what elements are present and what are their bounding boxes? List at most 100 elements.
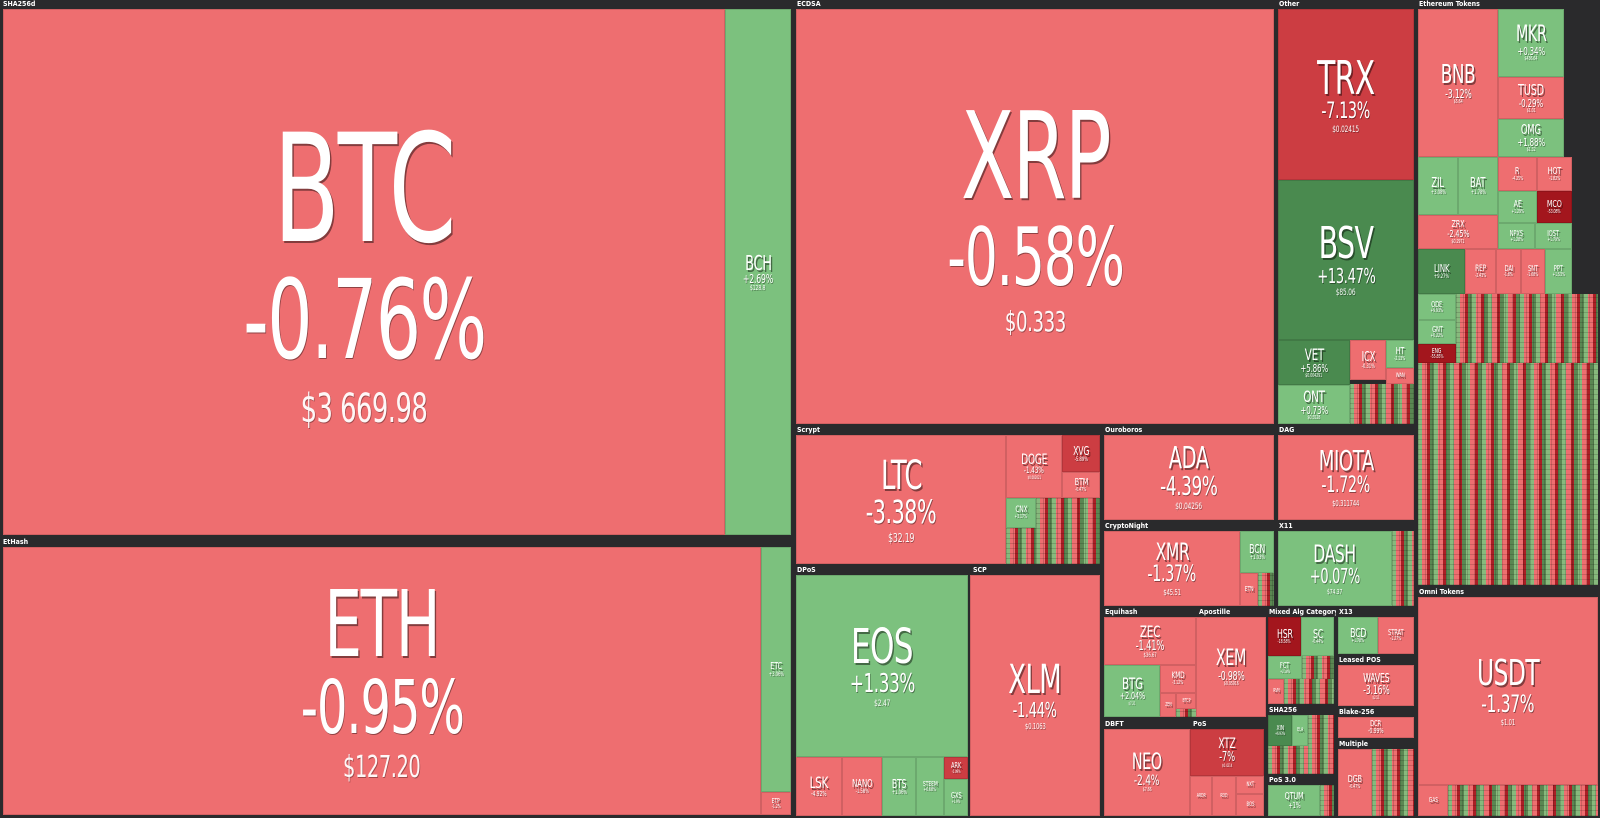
coin-tile-rep[interactable]: REP -2.43% [1465, 249, 1496, 294]
coin-tile-miota[interactable]: MIOTA -1.72% $0.311744 [1278, 435, 1414, 520]
small-coins-cluster[interactable] [1320, 785, 1334, 816]
coin-tile-etp[interactable]: ETP -1.2% [761, 792, 791, 815]
coin-tile-tusd[interactable]: TUSD -0.29% $1.01 [1498, 77, 1564, 119]
coin-tile-eos[interactable]: EOS +1.33% $2.47 [796, 575, 968, 757]
small-coins-cluster[interactable] [1176, 709, 1196, 717]
small-tokens-cluster[interactable] [1418, 363, 1598, 585]
coin-tile-qtum[interactable]: QTUM +1% [1268, 785, 1320, 816]
coin-tile-neo[interactable]: NEO -2.4% $7.66 [1104, 729, 1190, 816]
coin-price: $2.51 [1372, 694, 1380, 700]
coin-tile-doge[interactable]: DOGE -1.43% $0.002021 [1006, 435, 1062, 498]
coin-tile-npxs[interactable]: NPXS +1.28% [1498, 223, 1535, 249]
coin-tile-ela[interactable]: ELA [1292, 715, 1308, 746]
coin-tile-ardr[interactable]: ARDR [1190, 776, 1212, 816]
coin-tile-r[interactable]: R -4.25% [1498, 157, 1537, 191]
coin-tile-bch[interactable]: BCH +2.69% $128.8 [725, 9, 791, 535]
coin-tile-ode[interactable]: ODE +9.93% [1418, 294, 1456, 320]
small-coins-cluster[interactable] [1302, 656, 1334, 679]
coin-tile-zrx[interactable]: ZRX -2.45% $0.2971 [1418, 215, 1498, 249]
coin-tile-xtz[interactable]: XTZ -7% $0.4214 [1190, 729, 1264, 776]
small-tokens-cluster[interactable] [1456, 294, 1598, 363]
coin-tile-bts[interactable]: BTS +1.06% [882, 757, 916, 816]
coin-tile-dai[interactable]: DAI -1.8% [1496, 249, 1521, 294]
coin-tile-nxt[interactable]: NXT [1236, 776, 1264, 794]
small-coins-cluster[interactable] [1350, 384, 1414, 424]
coin-tile-xin[interactable]: XIN +6.93% [1268, 715, 1292, 746]
coin-tile-gxs[interactable]: GXS +1.9% [944, 779, 968, 816]
coin-tile-bcd[interactable]: BCD +1.78% [1338, 617, 1378, 654]
coin-tile-mco[interactable]: MCO -53.08% [1537, 191, 1572, 223]
coin-tile-sc[interactable]: SC -0.44% [1301, 617, 1334, 656]
coin-tile-vet[interactable]: VET +5.86% $0.004291 [1278, 340, 1350, 385]
coin-tile-fct[interactable]: FCT +2.18% [1268, 656, 1302, 679]
coin-tile-trx[interactable]: TRX -7.13% $0.02415 [1278, 9, 1414, 180]
coin-change: +0.68% [923, 786, 937, 793]
coin-tile-rvn[interactable]: RVN [1268, 679, 1284, 704]
coin-tile-xlm[interactable]: XLM -1.44% $0.1063 [970, 575, 1100, 816]
coin-tile-bnb[interactable]: BNB -3.12% $5.64 [1418, 9, 1498, 157]
coin-tile-zen[interactable]: ZEN [1160, 693, 1176, 717]
coin-tile-dash[interactable]: DASH +0.07% $74.37 [1278, 531, 1392, 606]
coin-tile-waves[interactable]: WAVES -3.16% $2.51 [1338, 665, 1414, 706]
coin-tile-wan[interactable]: WAN [1386, 368, 1414, 384]
coin-tile-ark[interactable]: ARK -5.09% [944, 757, 968, 779]
coin-tile-omg[interactable]: OMG +1.88% $1.32 [1498, 119, 1564, 157]
coin-tile-bcn[interactable]: BCN +1.03% [1240, 531, 1274, 573]
coin-tile-xem[interactable]: XEM -0.98% $0.05916 [1196, 617, 1266, 717]
coin-tile-etc[interactable]: ETC +3.06% [761, 547, 791, 792]
small-coins-cluster[interactable] [1006, 528, 1036, 564]
coin-tile-ont[interactable]: ONT +0.73% $0.5528 [1278, 385, 1350, 424]
coin-tile-kmd[interactable]: KMD -3.12% [1160, 665, 1196, 693]
coin-tile-hsr[interactable]: HSR -18.58% [1268, 617, 1301, 656]
coin-tile-zil[interactable]: ZIL +3.08% [1418, 157, 1458, 215]
small-coins-cluster[interactable] [1448, 785, 1598, 816]
coin-tile-xmr[interactable]: XMR -1.37% $45.51 [1104, 531, 1240, 606]
small-coins-cluster[interactable] [1258, 573, 1274, 606]
coin-tile-btg[interactable]: BTG +2.04% $7.21 [1104, 665, 1160, 717]
coin-tile-bos[interactable]: BOS [1236, 794, 1264, 816]
coin-tile-iost[interactable]: IOST +1.79% [1535, 223, 1572, 249]
coin-tile-xvg[interactable]: XVG -5.89% [1062, 435, 1100, 472]
coin-tile-dgb[interactable]: DGB -0.47% [1338, 749, 1372, 816]
coin-change: +1% [1287, 800, 1301, 810]
coin-tile-mkr[interactable]: MKR +0.34% $436.64 [1498, 9, 1564, 77]
coin-tile-cnx[interactable]: CNX +3.17% [1006, 498, 1036, 528]
small-coins-cluster[interactable] [1392, 531, 1414, 606]
coin-tile-icx[interactable]: ICX -0.31% [1350, 340, 1386, 380]
coin-tile-ae[interactable]: AE +1.29% [1498, 191, 1537, 223]
small-coins-cluster[interactable] [1268, 746, 1308, 774]
coin-tile-eng[interactable]: ENG -55.85% [1418, 344, 1456, 363]
coin-tile-rdd[interactable]: RDD [1212, 776, 1236, 816]
coin-symbol: DASH [1313, 539, 1357, 568]
coin-tile-nano[interactable]: NANO -1.58% [842, 757, 882, 816]
coin-tile-ppt[interactable]: PPT +1.53% [1545, 249, 1572, 294]
coin-tile-usdt[interactable]: USDT -1.37% $1.01 [1418, 597, 1598, 785]
coin-tile-hot[interactable]: HOT -1.82% [1537, 157, 1572, 191]
coin-symbol: STEEM [922, 779, 938, 788]
coin-tile-bat[interactable]: BAT +1.78% [1458, 157, 1498, 215]
coin-tile-etn[interactable]: ETN [1240, 573, 1258, 606]
coin-tile-ada[interactable]: ADA -4.39% $0.04256 [1104, 435, 1274, 520]
coin-tile-strat[interactable]: STRAT -1.27% [1378, 617, 1414, 654]
coin-tile-lsk[interactable]: LSK -4.92% [796, 757, 842, 816]
small-coins-cluster[interactable] [1308, 715, 1334, 774]
coin-tile-dcr[interactable]: DCR -0.99% [1338, 717, 1414, 738]
small-coins-cluster[interactable] [1036, 498, 1100, 564]
coin-tile-zec[interactable]: ZEC -1.41% $36.67 [1104, 617, 1196, 665]
small-coins-cluster[interactable] [1284, 679, 1334, 704]
coin-tile-xrp[interactable]: XRP -0.58% $0.333 [796, 9, 1274, 424]
small-coins-cluster[interactable] [1372, 749, 1414, 816]
coin-tile-btcp[interactable]: BTCP [1176, 693, 1196, 709]
coin-tile-btm[interactable]: BTM -0.47% [1062, 472, 1100, 498]
coin-tile-steem[interactable]: STEEM +0.68% [916, 757, 944, 816]
coin-tile-snt[interactable]: SNT -1.08% [1521, 249, 1545, 294]
coin-tile-btc[interactable]: BTC -0.76% $3 669.98 [3, 9, 725, 535]
coin-tile-link[interactable]: LINK +9.27% [1418, 249, 1465, 294]
coin-tile-eth[interactable]: ETH -0.95% $127.20 [3, 547, 761, 815]
coin-change: +0.34% [1517, 45, 1545, 58]
coin-tile-ht[interactable]: HT -2.13% [1386, 340, 1414, 368]
coin-tile-bsv[interactable]: BSV +13.47% $85.06 [1278, 180, 1414, 340]
coin-tile-gnt[interactable]: GNT +0.22% [1418, 320, 1456, 344]
coin-tile-gas[interactable]: GAS [1418, 785, 1448, 816]
coin-tile-ltc[interactable]: LTC -3.38% $32.19 [796, 435, 1006, 564]
